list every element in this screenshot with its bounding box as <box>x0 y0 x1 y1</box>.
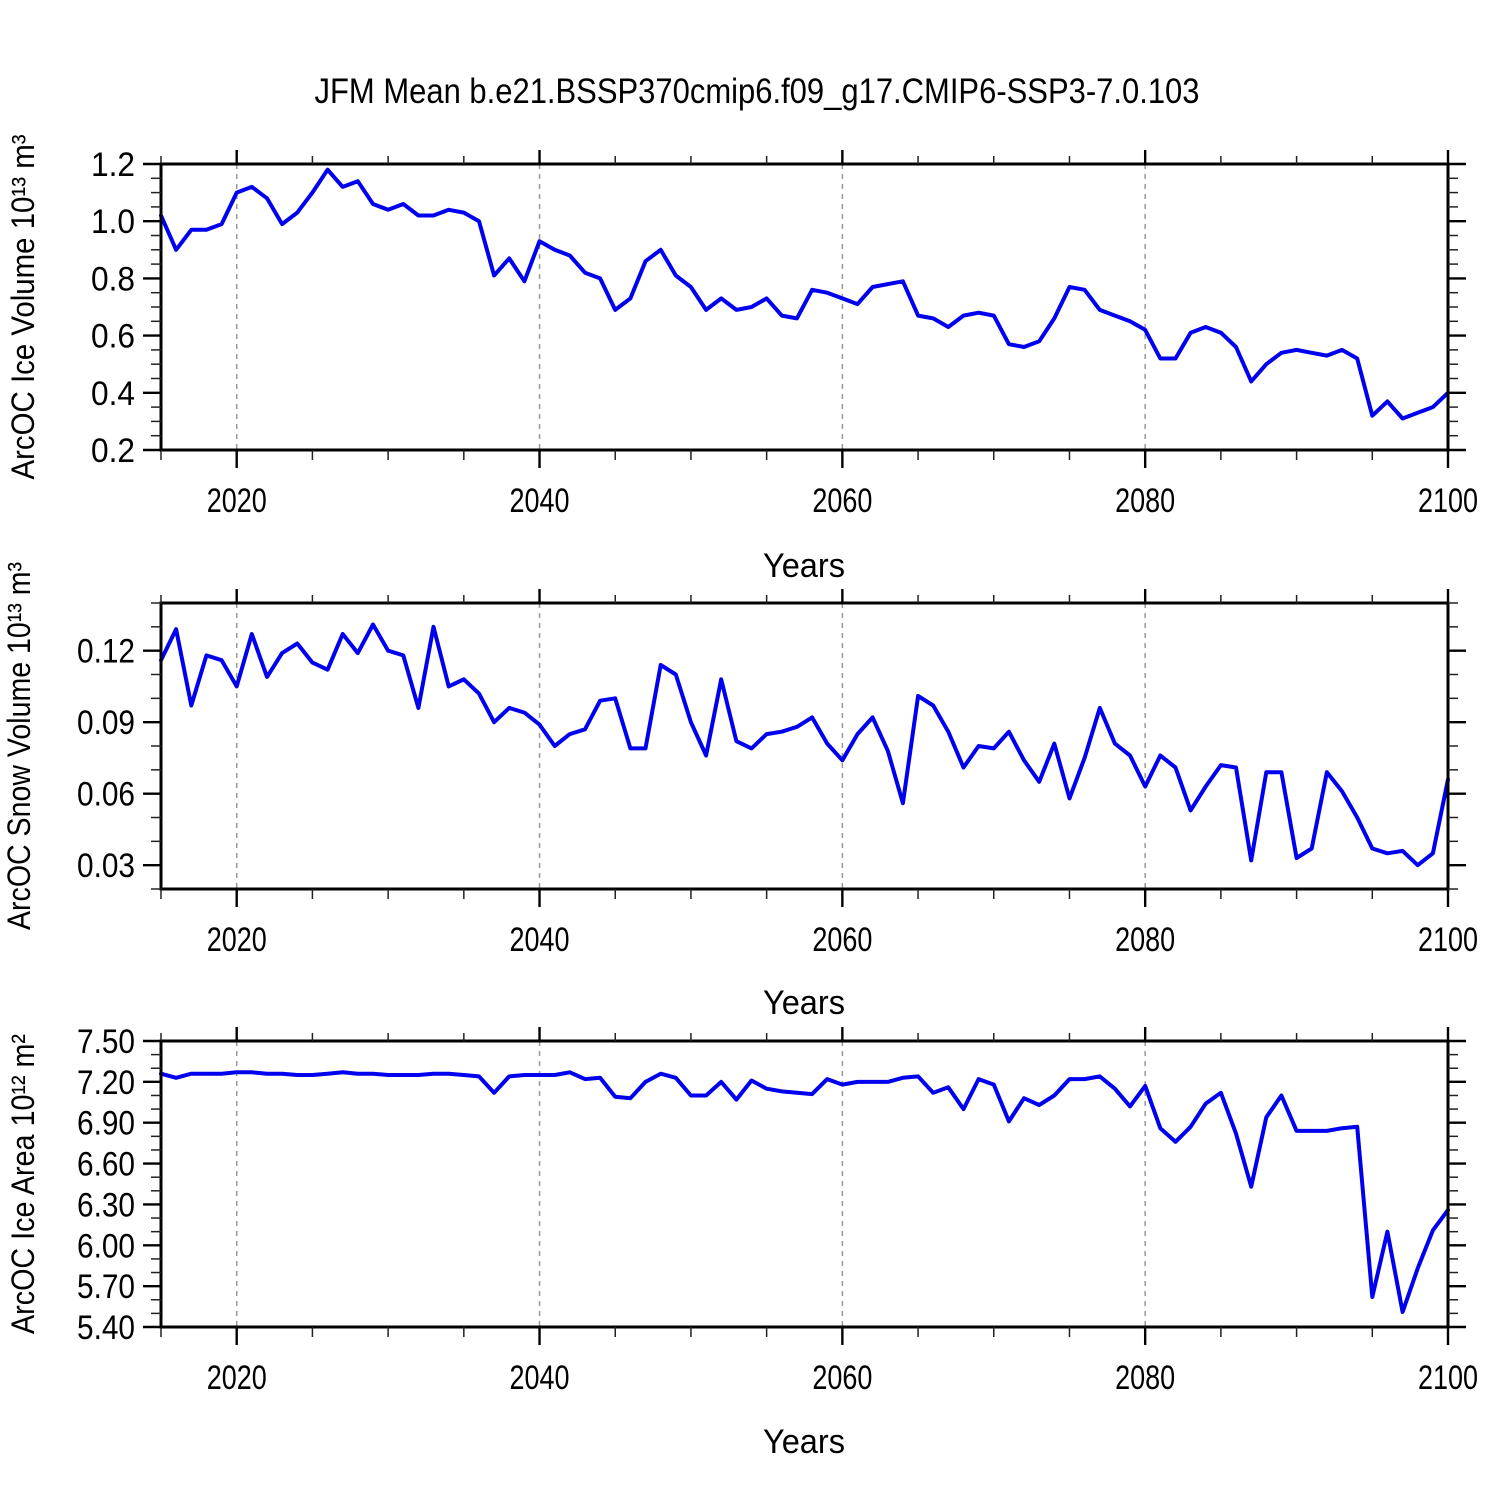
ice-volume-line <box>159 167 1450 421</box>
y-tick-label: 0.12 <box>77 633 135 671</box>
y-tick-label: 1.2 <box>91 146 135 184</box>
x-tick-label: 2060 <box>812 921 872 959</box>
y-tick-label: 0.2 <box>91 432 135 470</box>
x-tick-label: 2080 <box>1115 1359 1175 1397</box>
x-tick-label: 2060 <box>812 482 872 520</box>
panel-frame <box>159 1039 1450 1329</box>
x-tick-label: 2080 <box>1115 921 1175 959</box>
y-axis-label-snow-volume: ArcOC Snow Volume 10¹³ m³ <box>1 562 37 930</box>
x-tick-label: 2040 <box>510 482 570 520</box>
x-tick-label: 2040 <box>510 921 570 959</box>
panel-ice-area: 2020 2040 2060 2080 2100 7.507.206.906.606.30… <box>77 1023 1478 1397</box>
y-tick-label: 1.0 <box>91 203 135 241</box>
y-tick-label: 0.4 <box>91 375 135 413</box>
x-tick-label: 2020 <box>207 482 267 520</box>
panel-snow-volume: 2020 2040 2060 2080 2100 0.12 0.09 0.06 0.03 <box>77 589 1478 959</box>
y-tick-label: 5.40 <box>77 1309 135 1347</box>
y-tick-label: 5.70 <box>77 1268 135 1306</box>
ice-area-line <box>159 1070 1450 1314</box>
x-axis-label-panel-1: Years <box>763 547 845 585</box>
y-tick-label: 7.20 <box>77 1064 135 1102</box>
x-tick-label: 2040 <box>510 1359 570 1397</box>
x-tick-label: 2100 <box>1418 1359 1478 1397</box>
x-axis-label-panel-3: Years <box>763 1423 845 1461</box>
x-axis-label-panel-2: Years <box>763 984 845 1022</box>
x-tick-label: 2100 <box>1418 921 1478 959</box>
y-tick-label: 0.6 <box>91 318 135 356</box>
panel-ice-volume: 2020 2040 2060 2080 2100 1.2 1.0 0.8 0.6 0.4 0.2 <box>91 146 1478 520</box>
x-tick-label: 2020 <box>207 921 267 959</box>
y-tick-label: 6.00 <box>77 1227 135 1265</box>
y-tick-label: 0.03 <box>77 847 135 885</box>
x-tick-label: 2060 <box>812 1359 872 1397</box>
snow-volume-line <box>159 622 1450 868</box>
x-tick-label: 2080 <box>1115 482 1175 520</box>
y-tick-label: 0.09 <box>77 704 135 742</box>
y-axis-label-ice-area: ArcOC Ice Area 10¹² m² <box>5 1034 41 1334</box>
y-axis-label-ice-volume: ArcOC Ice Volume 10¹³ m³ <box>5 134 41 479</box>
x-tick-label: 2020 <box>207 1359 267 1397</box>
y-tick-label: 6.60 <box>77 1146 135 1184</box>
figure-title: JFM Mean b.e21.BSSP370cmip6.f09_g17.CMIP… <box>315 72 1200 111</box>
x-tick-label: 2100 <box>1418 482 1478 520</box>
y-tick-label: 0.06 <box>77 776 135 814</box>
y-tick-label: 7.50 <box>77 1023 135 1061</box>
y-tick-label: 6.30 <box>77 1186 135 1224</box>
y-tick-label: 0.8 <box>91 260 135 298</box>
y-tick-label: 6.90 <box>77 1105 135 1143</box>
